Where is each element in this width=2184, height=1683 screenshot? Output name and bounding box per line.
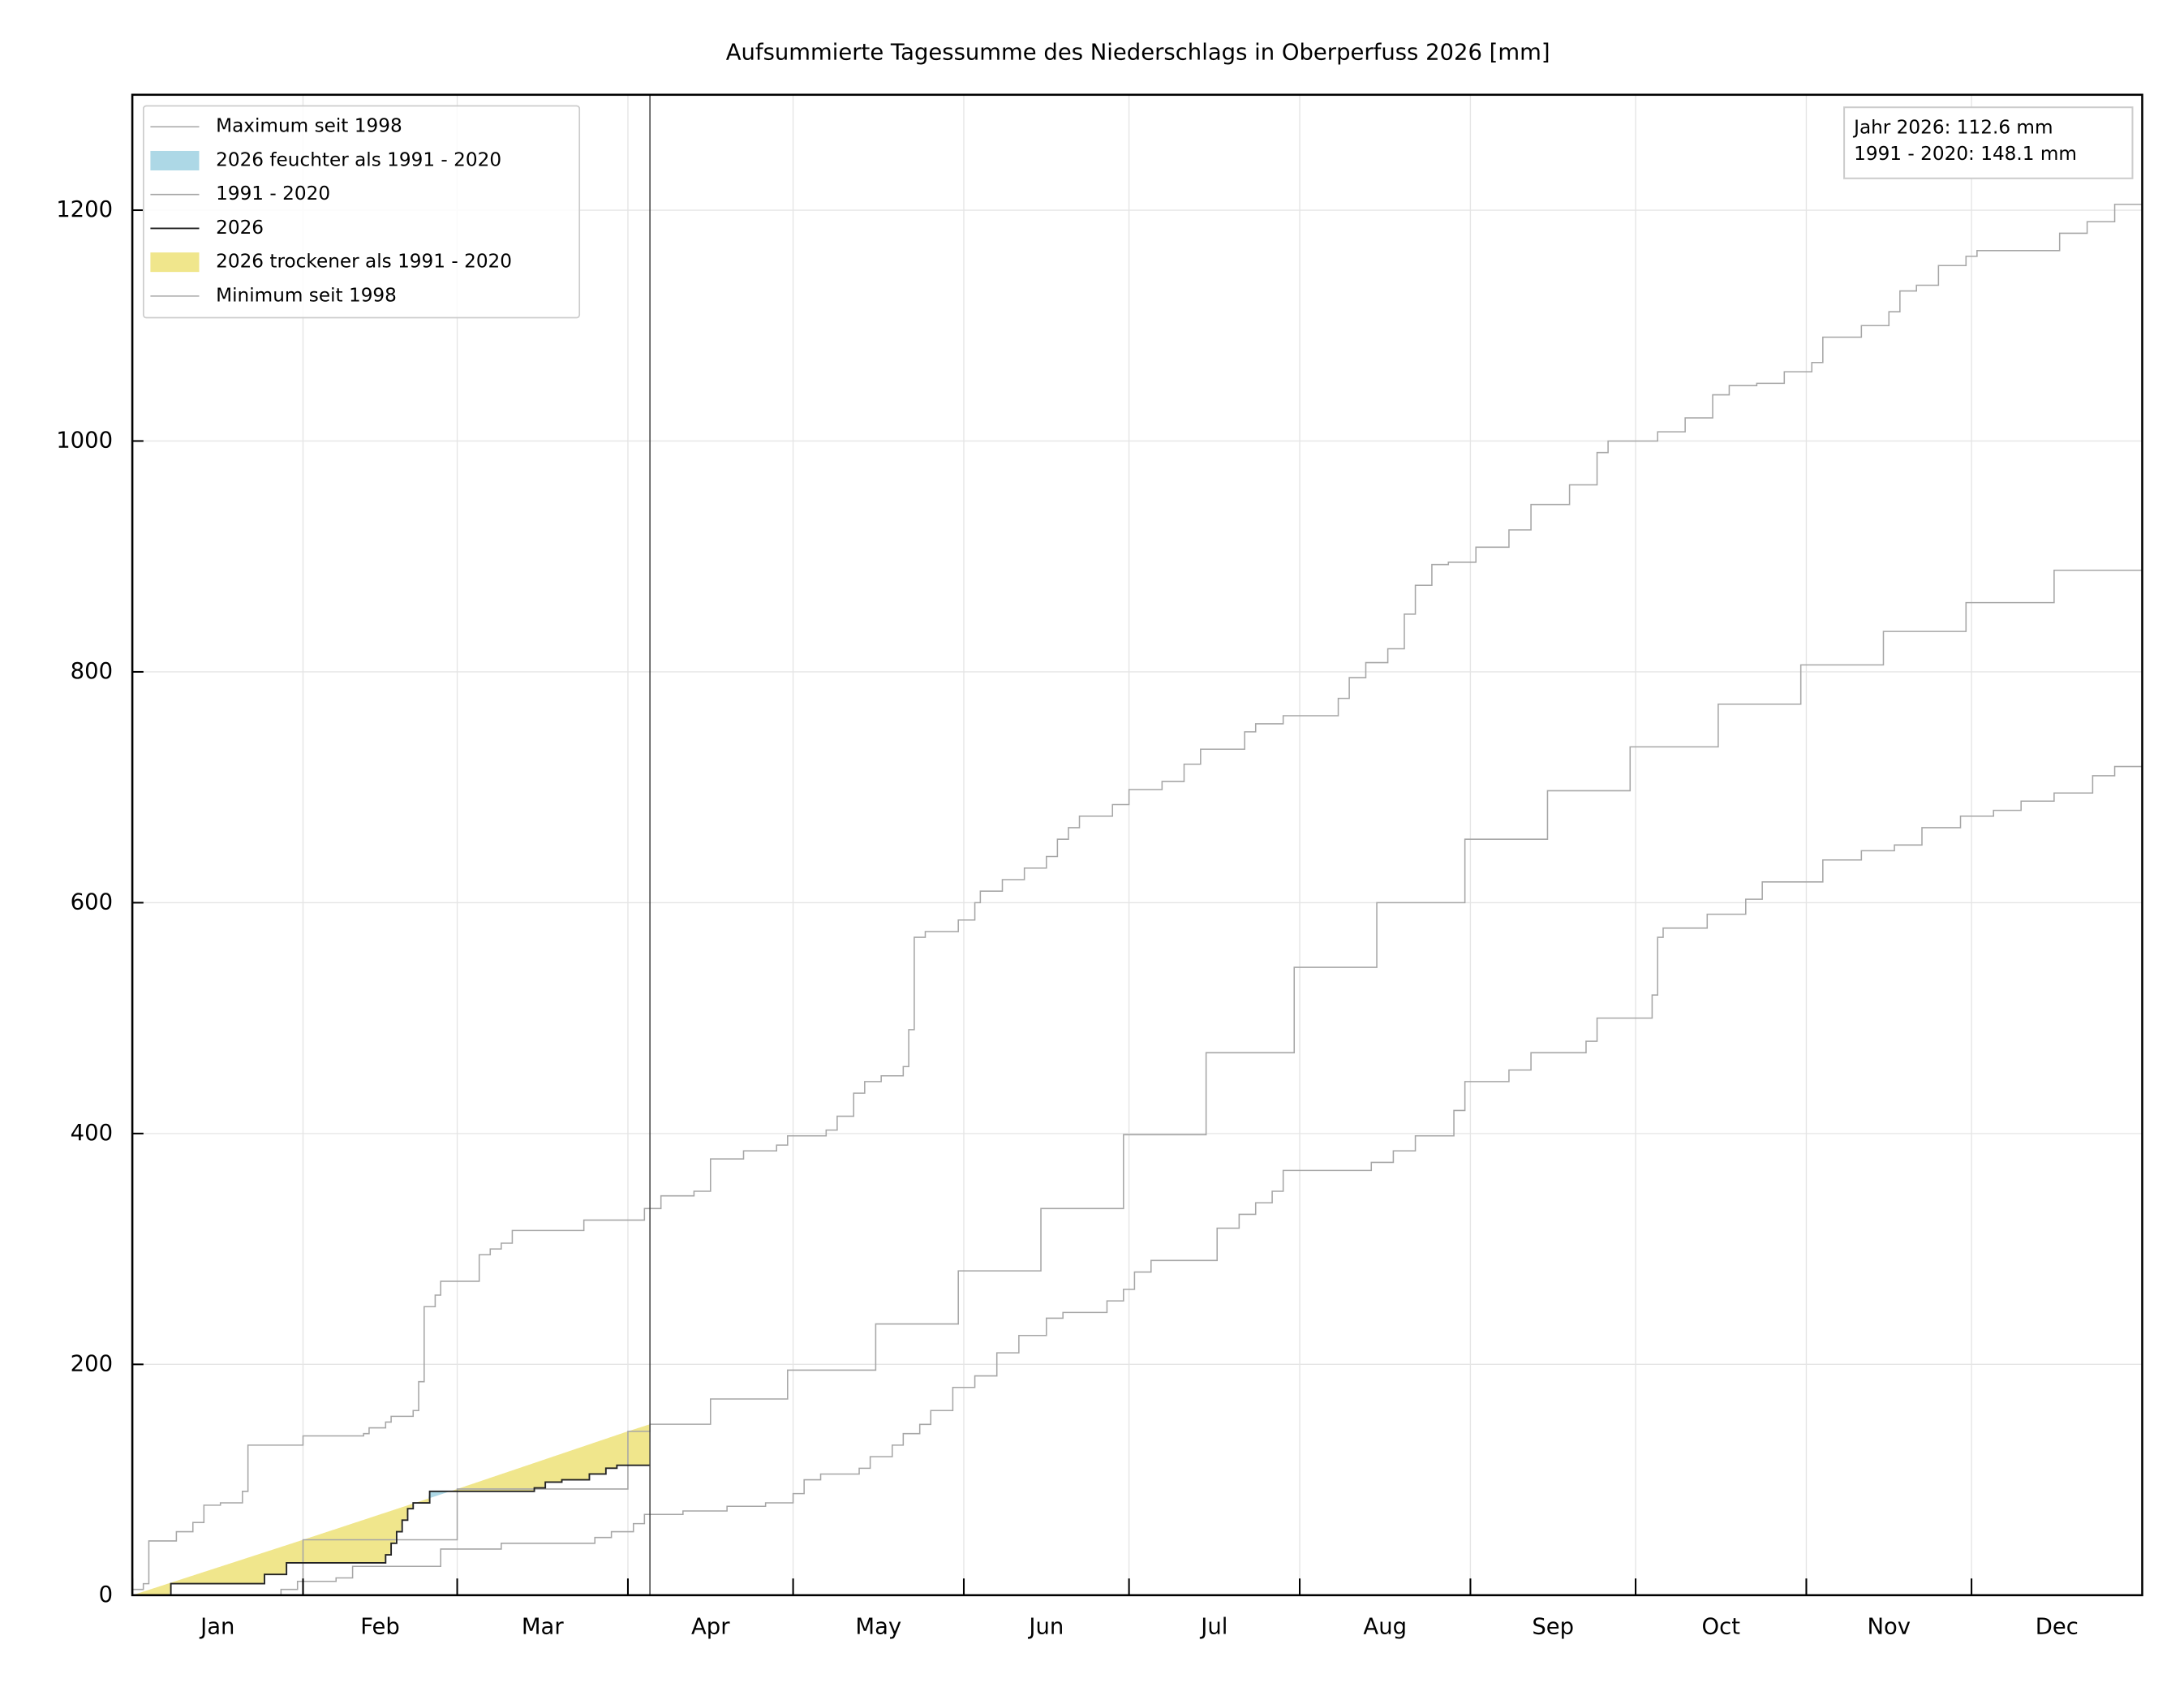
y-tick-label: 800 [71, 659, 113, 684]
x-tick-label: Mar [522, 1614, 565, 1639]
series-line [132, 1464, 651, 1596]
legend-label: 2026 feuchter als 1991 - 2020 [216, 148, 501, 170]
x-tick-label: May [855, 1614, 901, 1639]
x-tick-label: Nov [1867, 1614, 1911, 1639]
legend-label: 2026 trockener als 1991 - 2020 [216, 251, 512, 273]
info-text: Jahr 2026: 112.6 mm [1852, 116, 2053, 138]
chart-title: Aufsummierte Tagessumme des Niederschlag… [726, 40, 1550, 65]
x-tick-label: Oct [1702, 1614, 1741, 1639]
legend-label: Minimum seit 1998 [216, 284, 397, 306]
x-tick-label: Dec [2036, 1614, 2079, 1639]
legend-box [142, 105, 581, 319]
y-tick-label: 600 [71, 889, 113, 915]
x-tick-label: Jun [1027, 1614, 1064, 1639]
y-tick-label: 1200 [56, 197, 113, 222]
legend-label: Maximum seit 1998 [216, 115, 402, 137]
legend-label: 2026 [216, 217, 264, 239]
plot-frame [131, 93, 2143, 1597]
legend-label: 1991 - 2020 [216, 183, 330, 204]
y-tick-label: 0 [99, 1582, 113, 1608]
x-tick-label: Apr [691, 1614, 730, 1639]
series-line [132, 765, 2143, 1596]
x-tick-label: Jul [1199, 1614, 1227, 1639]
info-box [1843, 106, 2134, 179]
info-text: 1991 - 2020: 148.1 mm [1854, 143, 2077, 165]
y-tick-label: 400 [71, 1121, 113, 1146]
y-tick-label: 1000 [56, 428, 113, 453]
x-tick-label: Sep [1532, 1614, 1574, 1639]
series-line [132, 198, 2143, 1590]
legend-patch [150, 252, 200, 273]
x-tick-label: Jan [199, 1614, 234, 1639]
legend-patch [150, 150, 200, 170]
x-tick-label: Aug [1363, 1614, 1407, 1639]
x-tick-label: Feb [360, 1614, 400, 1639]
y-tick-label: 200 [71, 1351, 113, 1376]
